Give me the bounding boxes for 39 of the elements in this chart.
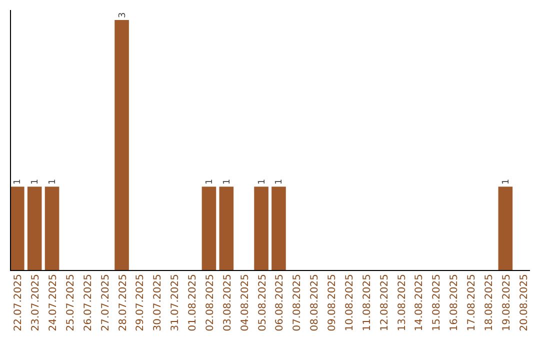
x-tick-label: 11.08.2025: [362, 274, 373, 332]
x-tick-label: 30.07.2025: [152, 274, 164, 332]
x-tick-label: 23.07.2025: [30, 274, 42, 332]
x-tick-label: 31.07.2025: [170, 274, 182, 332]
x-tick-label: 14.08.2025: [414, 274, 426, 332]
x-tick-label: 04.08.2025: [240, 274, 251, 332]
x-tick-label: 06.08.2025: [274, 274, 286, 332]
x-tick-label: 29.07.2025: [135, 274, 146, 332]
x-tick-label: 08.08.2025: [310, 274, 321, 332]
x-tick-label: 05.08.2025: [257, 274, 268, 332]
x-tick-label: 19.08.2025: [501, 274, 512, 332]
x-tick-label: 10.08.2025: [344, 274, 356, 332]
x-tick-label: 16.08.2025: [449, 274, 460, 332]
x-tick-label: 01.08.2025: [188, 274, 199, 332]
x-tick-label: 28.07.2025: [118, 274, 129, 332]
x-tick-label: 03.08.2025: [222, 274, 234, 332]
data-label: 1: [274, 178, 285, 185]
x-tick-label: 20.08.2025: [518, 274, 530, 332]
data-label: 1: [48, 178, 58, 185]
data-label: 1: [204, 178, 215, 185]
x-tick-label: 22.07.2025: [13, 274, 24, 332]
x-tick-label: 27.07.2025: [100, 274, 112, 332]
data-label: 1: [13, 178, 24, 185]
data-label: 1: [257, 178, 268, 185]
x-tick-label: 07.08.2025: [292, 274, 304, 332]
x-tick-label: 26.07.2025: [82, 274, 94, 332]
x-tick-label: 13.08.2025: [396, 274, 408, 332]
x-tick-label: 02.08.2025: [204, 274, 216, 332]
x-tick-label: 25.07.2025: [65, 274, 76, 332]
x-tick-label: 12.08.2025: [379, 274, 390, 332]
data-label: 1: [30, 178, 41, 185]
x-tick-label: 09.08.2025: [327, 274, 338, 332]
data-label: 3: [118, 12, 128, 18]
x-tick-label: 17.08.2025: [466, 274, 478, 332]
x-tick-label: 24.07.2025: [48, 274, 60, 332]
x-tick-label: 18.08.2025: [484, 274, 495, 332]
x-tick-label: 15.08.2025: [432, 274, 443, 332]
data-label: 1: [222, 178, 232, 185]
data-label: 1: [501, 178, 512, 185]
